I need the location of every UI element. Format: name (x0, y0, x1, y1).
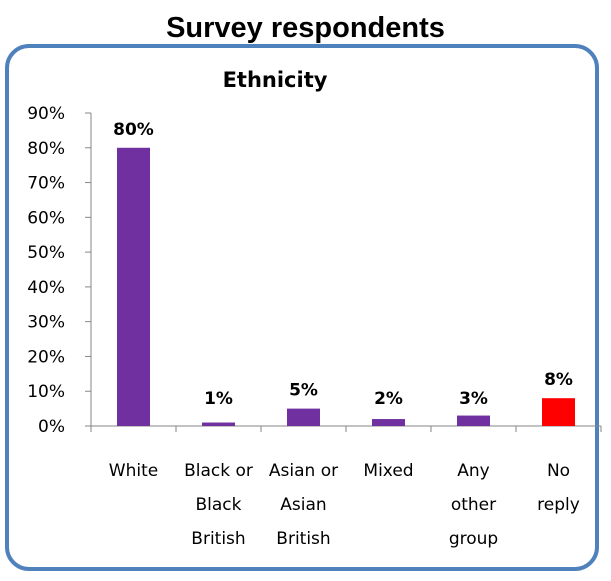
y-tick-label: 10% (27, 382, 65, 402)
y-tick-label: 60% (27, 208, 65, 228)
category-label: Black (196, 495, 242, 515)
y-tick-label: 80% (27, 139, 65, 159)
category-label: British (191, 529, 245, 549)
category-label: No (547, 461, 570, 481)
bars (117, 147, 575, 426)
y-tick-label: 30% (27, 313, 65, 333)
bar (287, 408, 320, 426)
page-title: Survey respondents (166, 12, 445, 44)
data-label: 1% (204, 389, 233, 409)
x-ticks (90, 426, 602, 432)
data-labels: 80% 1% 5% 2% 3% 8% (113, 120, 573, 409)
data-label: 2% (374, 389, 403, 409)
data-label: 80% (113, 120, 154, 140)
category-label: other (451, 495, 496, 515)
y-tick-label: 40% (27, 278, 65, 298)
category-label: Mixed (363, 461, 413, 481)
y-tick-label: 20% (27, 347, 65, 367)
category-label: group (449, 529, 498, 549)
chart-title: Ethnicity (223, 68, 328, 92)
category-label: Any (457, 461, 489, 481)
bar (457, 415, 490, 426)
category-labels: White Black or Black British Asian or Asian Br… (109, 461, 580, 549)
category-label: British (276, 529, 330, 549)
chart-frame (5, 44, 599, 571)
bar (542, 398, 575, 426)
data-label: 3% (459, 389, 488, 409)
y-tick-label: 50% (27, 243, 65, 263)
data-label: 8% (544, 370, 573, 390)
y-tick-label: 0% (38, 417, 65, 437)
bar (372, 419, 405, 426)
y-ticks: 0% 10% 20% 30% 40% 50% 60% 70% 80% 90% (27, 104, 91, 437)
data-label: 5% (289, 381, 318, 401)
bar (202, 422, 235, 426)
category-label: Asian or (269, 461, 338, 481)
category-label: Asian (280, 495, 326, 515)
category-label: reply (537, 495, 580, 515)
category-label: White (109, 461, 158, 481)
category-label: Black or (184, 461, 253, 481)
y-tick-label: 90% (27, 104, 65, 124)
y-tick-label: 70% (27, 174, 65, 194)
bar (117, 147, 150, 426)
